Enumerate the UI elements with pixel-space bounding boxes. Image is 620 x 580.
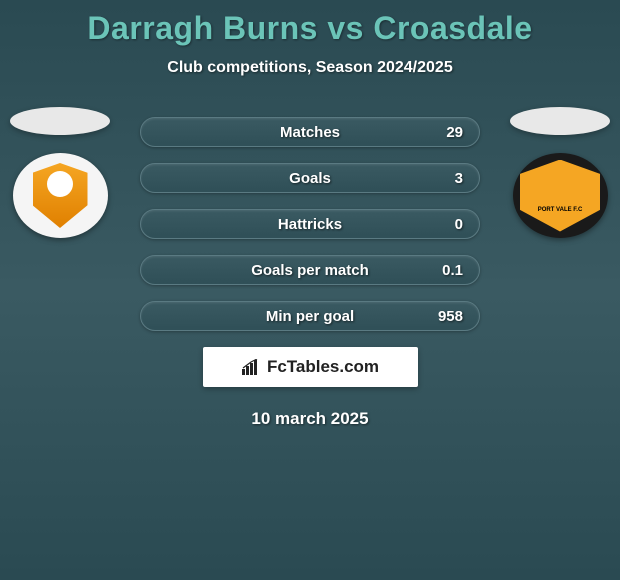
- stat-label: Goals per match: [251, 262, 369, 279]
- comparison-area: PORT VALE F.C Matches 29 Goals 3 Hattric…: [0, 107, 620, 429]
- stat-row: Hattricks 0: [140, 209, 480, 239]
- stat-row: Goals 3: [140, 163, 480, 193]
- date-label: 10 march 2025: [0, 409, 620, 429]
- player-left-avatar: [10, 107, 110, 135]
- stat-row: Matches 29: [140, 117, 480, 147]
- shield-icon: PORT VALE F.C: [520, 160, 600, 232]
- page-title: Darragh Burns vs Croasdale: [0, 0, 620, 47]
- player-left-column: [5, 107, 115, 238]
- stat-value-right: 3: [455, 170, 463, 187]
- stat-value-right: 0.1: [442, 262, 463, 279]
- stat-row: Goals per match 0.1: [140, 255, 480, 285]
- badge-right-label: PORT VALE F.C: [538, 207, 583, 213]
- subtitle: Club competitions, Season 2024/2025: [0, 59, 620, 77]
- club-badge-left: [13, 153, 108, 238]
- stat-rows: Matches 29 Goals 3 Hattricks 0 Goals per…: [140, 107, 480, 331]
- player-right-column: PORT VALE F.C: [505, 107, 615, 238]
- stat-row: Min per goal 958: [140, 301, 480, 331]
- player-right-avatar: [510, 107, 610, 135]
- stat-value-right: 0: [455, 216, 463, 233]
- stat-value-right: 958: [438, 308, 463, 325]
- stat-value-right: 29: [446, 124, 463, 141]
- shield-icon: [33, 163, 88, 228]
- stat-label: Goals: [289, 170, 331, 187]
- fctables-logo[interactable]: FcTables.com: [203, 347, 418, 387]
- stat-label: Min per goal: [266, 308, 354, 325]
- logo-text: FcTables.com: [267, 357, 379, 377]
- club-badge-right: PORT VALE F.C: [513, 153, 608, 238]
- stat-label: Hattricks: [278, 216, 342, 233]
- bar-chart-icon: [241, 359, 261, 375]
- stat-label: Matches: [280, 124, 340, 141]
